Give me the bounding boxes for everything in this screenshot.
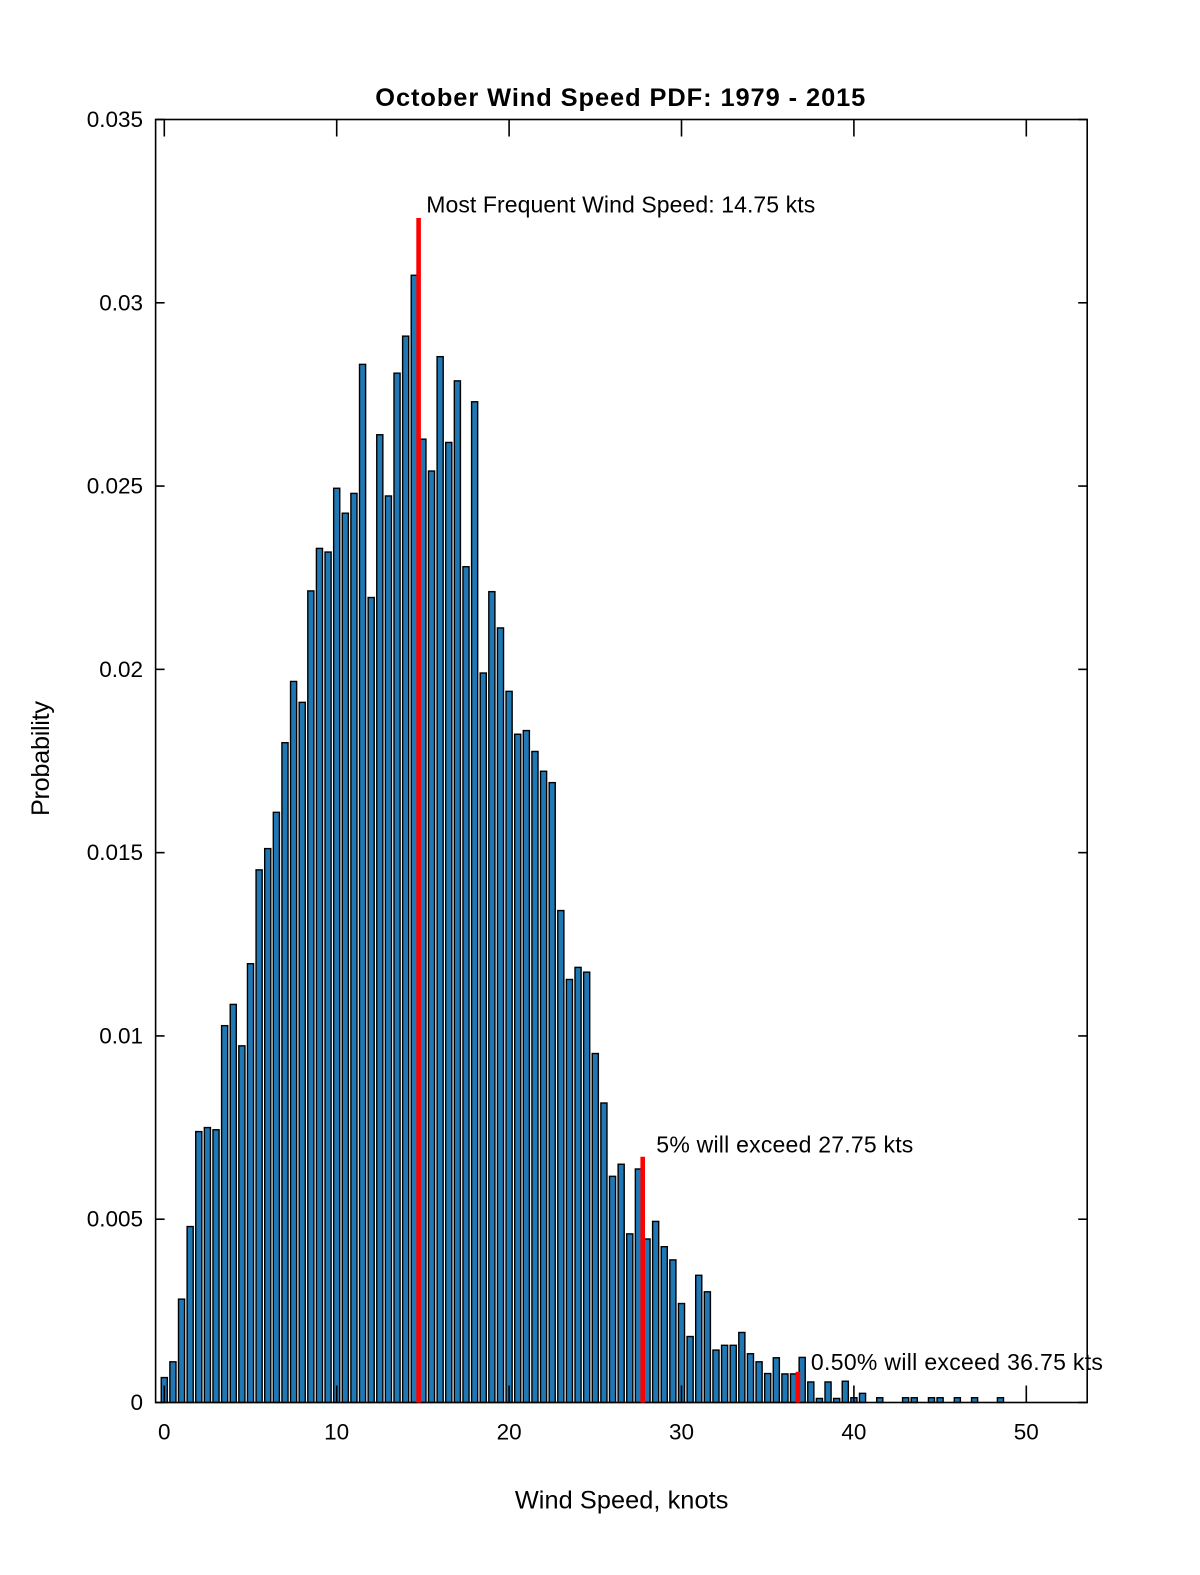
svg-text:10: 10: [324, 1420, 349, 1445]
svg-text:0: 0: [158, 1420, 171, 1445]
svg-text:5% will exceed 27.75 kts: 5% will exceed 27.75 kts: [656, 1131, 913, 1157]
svg-text:0.50% will exceed 36.75 kts: 0.50% will exceed 36.75 kts: [811, 1349, 1103, 1375]
svg-text:40: 40: [841, 1420, 866, 1445]
svg-text:0.025: 0.025: [87, 474, 143, 499]
svg-text:Wind Speed, knots: Wind Speed, knots: [515, 1486, 729, 1514]
svg-text:0: 0: [130, 1390, 143, 1415]
svg-text:0.005: 0.005: [87, 1207, 143, 1232]
svg-text:October Wind Speed PDF: 1979 -: October Wind Speed PDF: 1979 - 2015: [375, 84, 865, 112]
svg-text:Probability: Probability: [27, 701, 55, 816]
svg-text:0.02: 0.02: [99, 657, 143, 682]
svg-text:0.035: 0.035: [87, 107, 143, 132]
svg-text:0.03: 0.03: [99, 290, 143, 315]
svg-text:Most Frequent Wind Speed: 14.7: Most Frequent Wind Speed: 14.75 kts: [426, 192, 815, 218]
svg-text:30: 30: [669, 1420, 694, 1445]
svg-text:50: 50: [1014, 1420, 1039, 1445]
svg-text:0.015: 0.015: [87, 840, 143, 865]
svg-text:0.01: 0.01: [99, 1023, 143, 1048]
svg-text:20: 20: [497, 1420, 522, 1445]
